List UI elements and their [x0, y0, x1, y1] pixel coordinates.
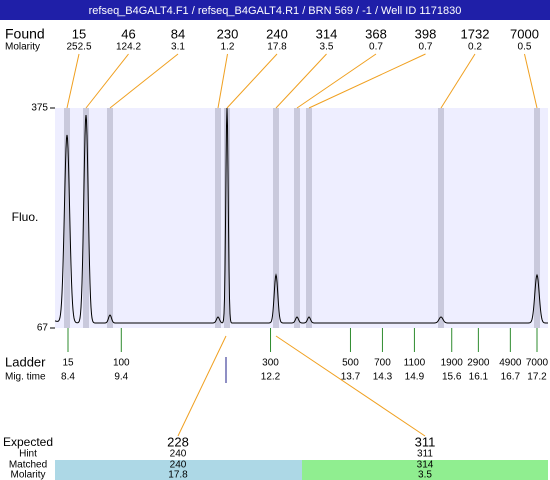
mig-time: 16.7 [501, 372, 521, 383]
peak-band [438, 108, 444, 328]
found-size: 46 [121, 26, 135, 41]
mig-time: 12.2 [261, 372, 281, 383]
found-size: 314 [316, 26, 338, 41]
found-molarity: 3.5 [320, 42, 334, 53]
found-molarity: 0.5 [518, 42, 532, 53]
ladder-size: 100 [113, 358, 130, 369]
peak-band [306, 108, 312, 328]
peak-band [224, 108, 230, 328]
found-size: 230 [217, 26, 239, 41]
ladder-size: 500 [342, 358, 359, 369]
found-size: 15 [72, 26, 86, 41]
y-tick-label: 375 [31, 103, 48, 114]
found-molarity: 252.5 [66, 42, 91, 53]
y-tick-label: 67 [37, 323, 49, 334]
peak-band [534, 108, 540, 328]
found-molarity: 0.7 [419, 42, 433, 53]
found-molarity: 0.2 [468, 42, 482, 53]
expected-size: 228 [167, 434, 189, 449]
found-size: 84 [171, 26, 185, 41]
found-connector [308, 53, 426, 109]
found-connector [109, 53, 179, 109]
plot-area [55, 108, 548, 328]
mig-time: 16.1 [469, 372, 489, 383]
ladder-size: 1100 [404, 358, 426, 369]
found-connector [85, 53, 129, 109]
mig-time: 8.4 [61, 372, 75, 383]
ladder-size: 15 [62, 358, 74, 369]
peak-band [294, 108, 300, 328]
matched-molarity: 17.8 [168, 470, 188, 480]
found-size: 368 [365, 26, 387, 41]
found-connector [275, 53, 327, 109]
ladder-size: 700 [374, 358, 391, 369]
matched-bar-2 [302, 460, 548, 480]
matched-molarity: 3.5 [418, 470, 432, 480]
molarity-label: Molarity [5, 42, 40, 53]
mig-time: 13.7 [341, 372, 361, 383]
y-axis-label: Fluo. [12, 210, 39, 224]
trace [54, 107, 548, 324]
found-molarity: 1.2 [221, 42, 235, 53]
expected-connector [275, 335, 426, 437]
found-molarity: 0.7 [369, 42, 383, 53]
ladder-size: 4900 [499, 358, 522, 369]
expected-molarity-label: Molarity [10, 470, 45, 480]
found-size: 1732 [461, 26, 490, 41]
expected-size: 311 [415, 434, 436, 449]
mig-time: 14.3 [373, 372, 393, 383]
found-size: 398 [415, 26, 437, 41]
found-molarity: 3.1 [171, 42, 185, 53]
matched-size: 240 [170, 460, 187, 471]
found-connector [226, 53, 278, 109]
ladder-label: Ladder [5, 354, 46, 369]
found-molarity: 17.8 [267, 42, 287, 53]
ladder-size: 300 [262, 358, 279, 369]
peak-band [273, 108, 279, 328]
found-connector [296, 53, 377, 109]
found-connector [66, 53, 80, 109]
ladder-size: 7000 [526, 358, 549, 369]
mig-time-label: Mig. time [5, 372, 46, 383]
mig-time: 9.4 [114, 372, 128, 383]
matched-bar-1 [55, 460, 302, 480]
peak-band [215, 108, 221, 328]
found-connector [440, 53, 476, 109]
mig-time: 14.9 [405, 372, 425, 383]
found-connector [217, 53, 228, 109]
hint-size: 311 [417, 449, 433, 460]
peak-band [107, 108, 113, 328]
found-molarity: 124.2 [116, 42, 141, 53]
matched-label: Matched [9, 460, 47, 471]
title: refseq_B4GALT4.F1 / refseq_B4GALT4.R1 / … [89, 5, 462, 17]
found-label: Found [5, 26, 45, 42]
found-connector [524, 53, 538, 109]
expected-connector [177, 335, 227, 437]
peak-band [64, 108, 70, 328]
hint-label: Hint [19, 449, 37, 460]
ladder-size: 2900 [467, 358, 490, 369]
mig-time: 17.2 [527, 372, 547, 383]
hint-size: 240 [170, 449, 187, 460]
title-bar [0, 0, 550, 20]
peak-band [83, 108, 89, 328]
matched-size: 314 [417, 460, 434, 471]
expected-label: Expected [3, 435, 53, 449]
found-size: 240 [266, 26, 288, 41]
mig-time: 15.6 [442, 372, 462, 383]
found-size: 7000 [510, 26, 539, 41]
ladder-size: 1900 [441, 358, 464, 369]
